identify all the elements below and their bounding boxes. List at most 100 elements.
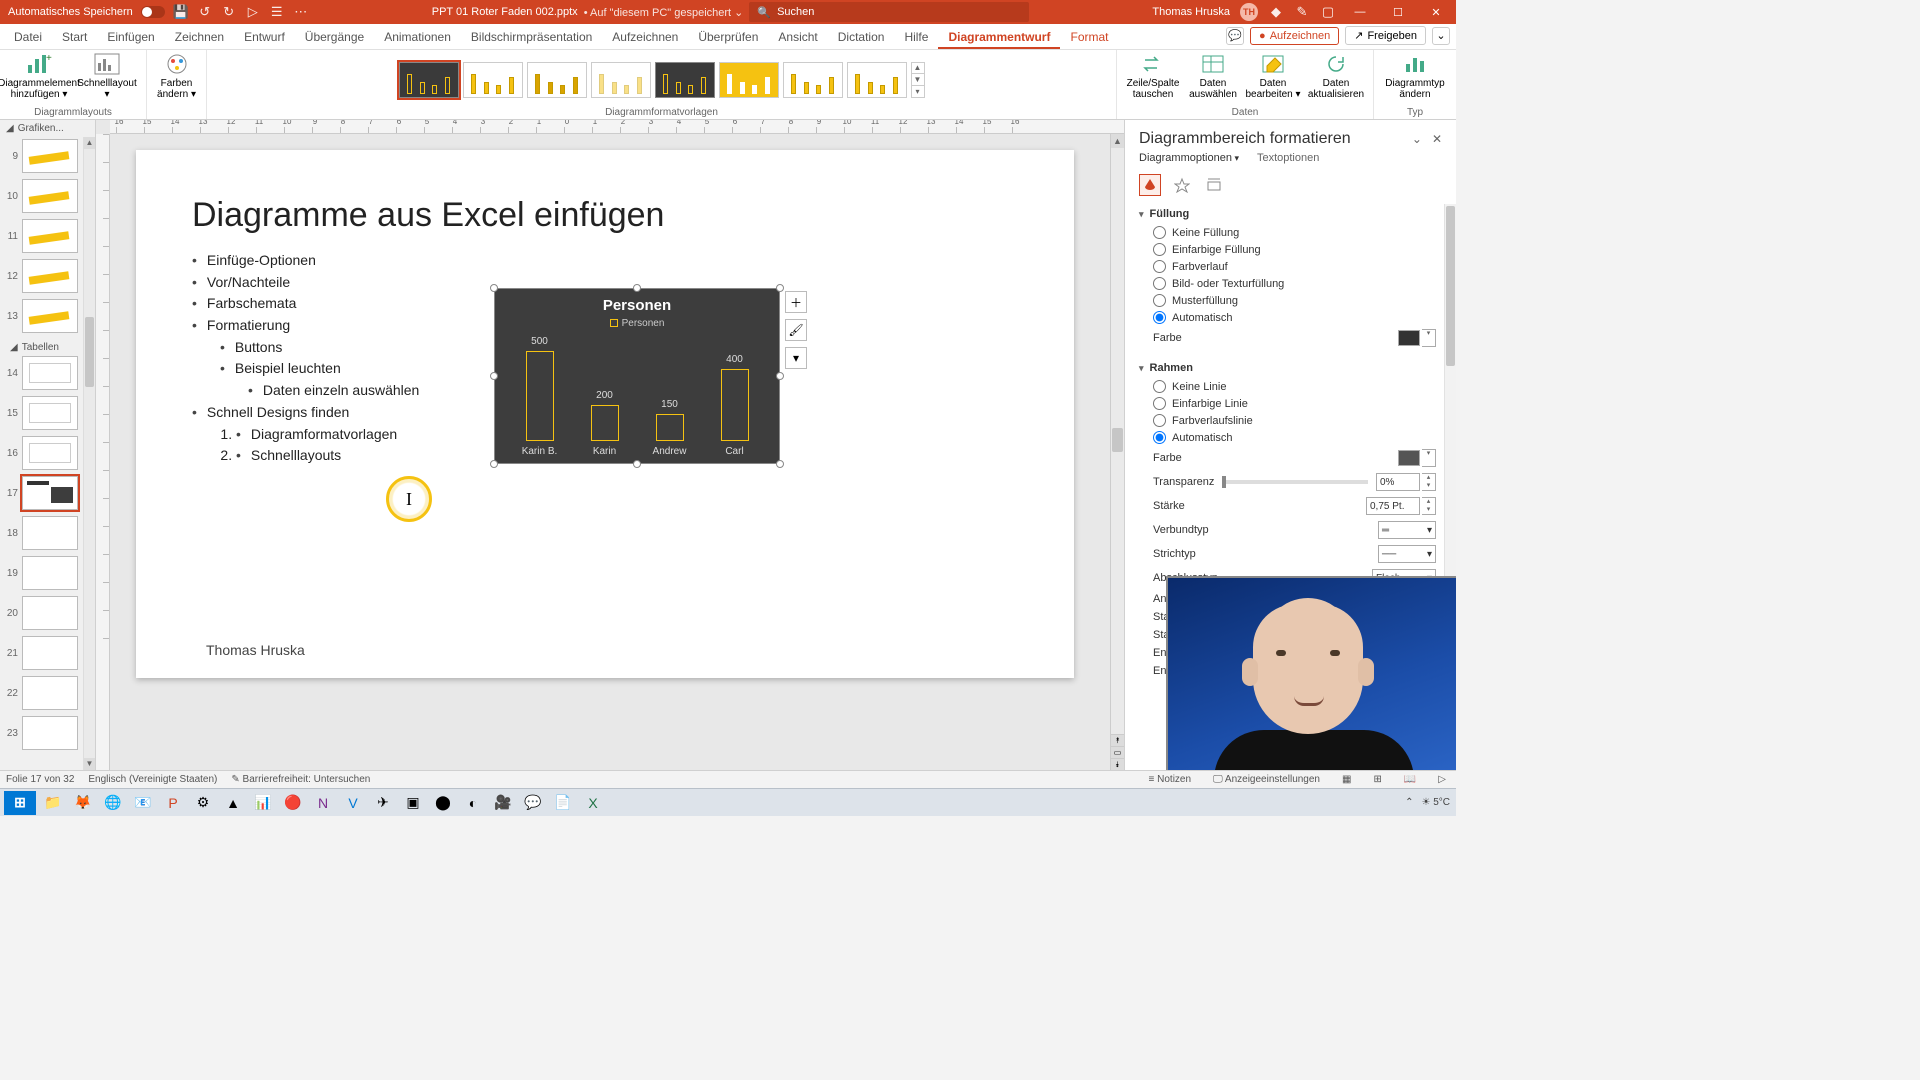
chart-styles-button[interactable]: 🖌	[785, 319, 807, 341]
thumb-row[interactable]: 11	[4, 219, 93, 253]
tab-entwurf[interactable]: Entwurf	[234, 26, 295, 49]
pen-icon[interactable]: ✎	[1294, 4, 1310, 20]
record-button[interactable]: ●Aufzeichnen	[1250, 27, 1339, 45]
slide-thumbnail[interactable]	[22, 636, 78, 670]
display-settings-button[interactable]: 🖵 Anzeigeeinstellungen	[1209, 774, 1324, 785]
change-chart-type-button[interactable]: Diagrammtyp ändern	[1382, 52, 1448, 100]
chart-elements-button[interactable]: ＋	[785, 291, 807, 313]
taskbar-app6-icon[interactable]: 💬	[520, 791, 546, 815]
redo-icon[interactable]: ↻	[221, 4, 237, 20]
style-thumb-2[interactable]	[463, 62, 523, 98]
slide-body[interactable]: Einfüge-Optionen Vor/Nachteile Farbschem…	[192, 250, 419, 467]
save-icon[interactable]: 💾	[173, 4, 189, 20]
radio-auto-line[interactable]: Automatisch	[1139, 429, 1446, 446]
tab-text-options[interactable]: Textoptionen	[1257, 152, 1319, 164]
fill-color-swatch[interactable]	[1398, 330, 1420, 346]
section-grafiken[interactable]: ◢Grafiken...	[0, 120, 95, 137]
tab-bildschirm[interactable]: Bildschirmpräsentation	[461, 26, 602, 49]
transparency-value[interactable]: 0%	[1376, 473, 1420, 491]
slideshow-icon[interactable]: ▷	[245, 4, 261, 20]
language-status[interactable]: Englisch (Vereinigte Staaten)	[88, 774, 217, 785]
normal-view-icon[interactable]: ▦	[1338, 774, 1355, 785]
prev-slide-icon[interactable]: ⯭	[1111, 734, 1124, 746]
qat-more-icon[interactable]: ⋯	[293, 4, 309, 20]
undo-icon[interactable]: ↺	[197, 4, 213, 20]
fill-line-icon[interactable]	[1139, 174, 1161, 196]
slide-thumbnail[interactable]	[22, 259, 78, 293]
select-data-button[interactable]: Daten auswählen	[1187, 52, 1239, 100]
maximize-icon[interactable]: ☐	[1384, 6, 1412, 19]
taskbar-firefox-icon[interactable]: 🦊	[70, 791, 96, 815]
thumb-row[interactable]: 14	[4, 356, 93, 390]
transparency-slider[interactable]	[1222, 480, 1368, 484]
style-thumb-5[interactable]	[655, 62, 715, 98]
width-value[interactable]: 0,75 Pt.	[1366, 497, 1420, 515]
slide-thumbnail[interactable]	[22, 676, 78, 710]
autosave-toggle[interactable]	[141, 6, 165, 18]
thumb-row[interactable]: 10	[4, 179, 93, 213]
thumb-row[interactable]: 19	[4, 556, 93, 590]
taskbar-app3-icon[interactable]: 🔴	[280, 791, 306, 815]
refresh-data-button[interactable]: Daten aktualisieren	[1307, 52, 1365, 100]
thumb-row[interactable]: 18	[4, 516, 93, 550]
next-slide-icon[interactable]: ⯯	[1111, 758, 1124, 770]
line-color-dropdown[interactable]: ▾	[1422, 449, 1436, 467]
pane-close-icon[interactable]: ✕	[1432, 132, 1442, 146]
radio-pattern-fill[interactable]: Musterfüllung	[1139, 292, 1446, 309]
taskbar-app2-icon[interactable]: 📊	[250, 791, 276, 815]
scrollbar-thumb[interactable]	[85, 317, 94, 387]
radio-gradient-fill[interactable]: Farbverlauf	[1139, 258, 1446, 275]
slide-thumbnail[interactable]	[22, 596, 78, 630]
saved-location[interactable]: • Auf "diesem PC" gespeichert ⌄	[584, 6, 744, 19]
radio-solid-line[interactable]: Einfarbige Linie	[1139, 395, 1446, 412]
notes-button[interactable]: ≡ Notizen	[1145, 774, 1196, 785]
line-color-swatch[interactable]	[1398, 450, 1420, 466]
tab-datei[interactable]: Datei	[4, 26, 52, 49]
touch-icon[interactable]: ☰	[269, 4, 285, 20]
pane-dropdown-icon[interactable]: ⌄	[1412, 132, 1422, 146]
taskbar-powerpoint-icon[interactable]: P	[160, 791, 186, 815]
tab-ansicht[interactable]: Ansicht	[768, 26, 827, 49]
editor-scrollbar[interactable]: ▲ ⯭ ▭ ⯯	[1110, 134, 1124, 770]
accessibility-status[interactable]: ✎ Barrierefreiheit: Untersuchen	[231, 774, 370, 785]
close-icon[interactable]: ✕	[1422, 6, 1450, 19]
thumb-row[interactable]: 20	[4, 596, 93, 630]
radio-no-line[interactable]: Keine Linie	[1139, 378, 1446, 395]
thumb-row[interactable]: 16	[4, 436, 93, 470]
sorter-view-icon[interactable]: ⊞	[1369, 774, 1385, 785]
taskbar-obs-icon[interactable]: ⬤	[430, 791, 456, 815]
style-thumb-4[interactable]	[591, 62, 651, 98]
tab-aufzeichnen[interactable]: Aufzeichnen	[602, 26, 688, 49]
radio-picture-fill[interactable]: Bild- oder Texturfüllung	[1139, 275, 1446, 292]
dash-dropdown[interactable]: ──▾	[1378, 545, 1436, 563]
tray-chevron-icon[interactable]: ⌃	[1405, 797, 1413, 808]
minimize-icon[interactable]: —	[1346, 6, 1374, 18]
thumb-row[interactable]: 23	[4, 716, 93, 750]
slide-editor[interactable]: 1615141312111098765432101234567891011121…	[96, 120, 1124, 770]
size-props-icon[interactable]	[1203, 174, 1225, 196]
slide-thumbnail[interactable]	[22, 299, 78, 333]
taskbar-excel-icon[interactable]: X	[580, 791, 606, 815]
radio-auto-fill[interactable]: Automatisch	[1139, 309, 1446, 326]
slide-thumbnail[interactable]	[22, 179, 78, 213]
taskbar-app-icon[interactable]: ⚙	[190, 791, 216, 815]
search-box[interactable]: 🔍 Suchen	[749, 2, 1029, 22]
tab-zeichnen[interactable]: Zeichnen	[165, 26, 234, 49]
embedded-chart[interactable]: Personen Personen 500200150400 Karin B.K…	[494, 288, 780, 464]
start-button[interactable]: ⊞	[4, 791, 36, 815]
slide-counter[interactable]: Folie 17 von 32	[6, 774, 74, 785]
diamond-icon[interactable]: ◆	[1268, 4, 1284, 20]
reading-view-icon[interactable]: 📖	[1400, 774, 1420, 785]
slide-thumbnail[interactable]	[22, 139, 78, 173]
window-icon[interactable]: ▢	[1320, 4, 1336, 20]
tab-einfuegen[interactable]: Einfügen	[97, 26, 164, 49]
weather-widget[interactable]: ☀ 5°C	[1421, 797, 1450, 808]
section-border[interactable]: Rahmen	[1139, 358, 1446, 378]
taskbar-onenote-icon[interactable]: N	[310, 791, 336, 815]
thumb-row[interactable]: 12	[4, 259, 93, 293]
radio-solid-fill[interactable]: Einfarbige Füllung	[1139, 241, 1446, 258]
style-gallery-more[interactable]: ▲▼▾	[911, 62, 925, 98]
taskbar-vscode-icon[interactable]: V	[340, 791, 366, 815]
thumb-row[interactable]: 13	[4, 299, 93, 333]
effects-icon[interactable]	[1171, 174, 1193, 196]
